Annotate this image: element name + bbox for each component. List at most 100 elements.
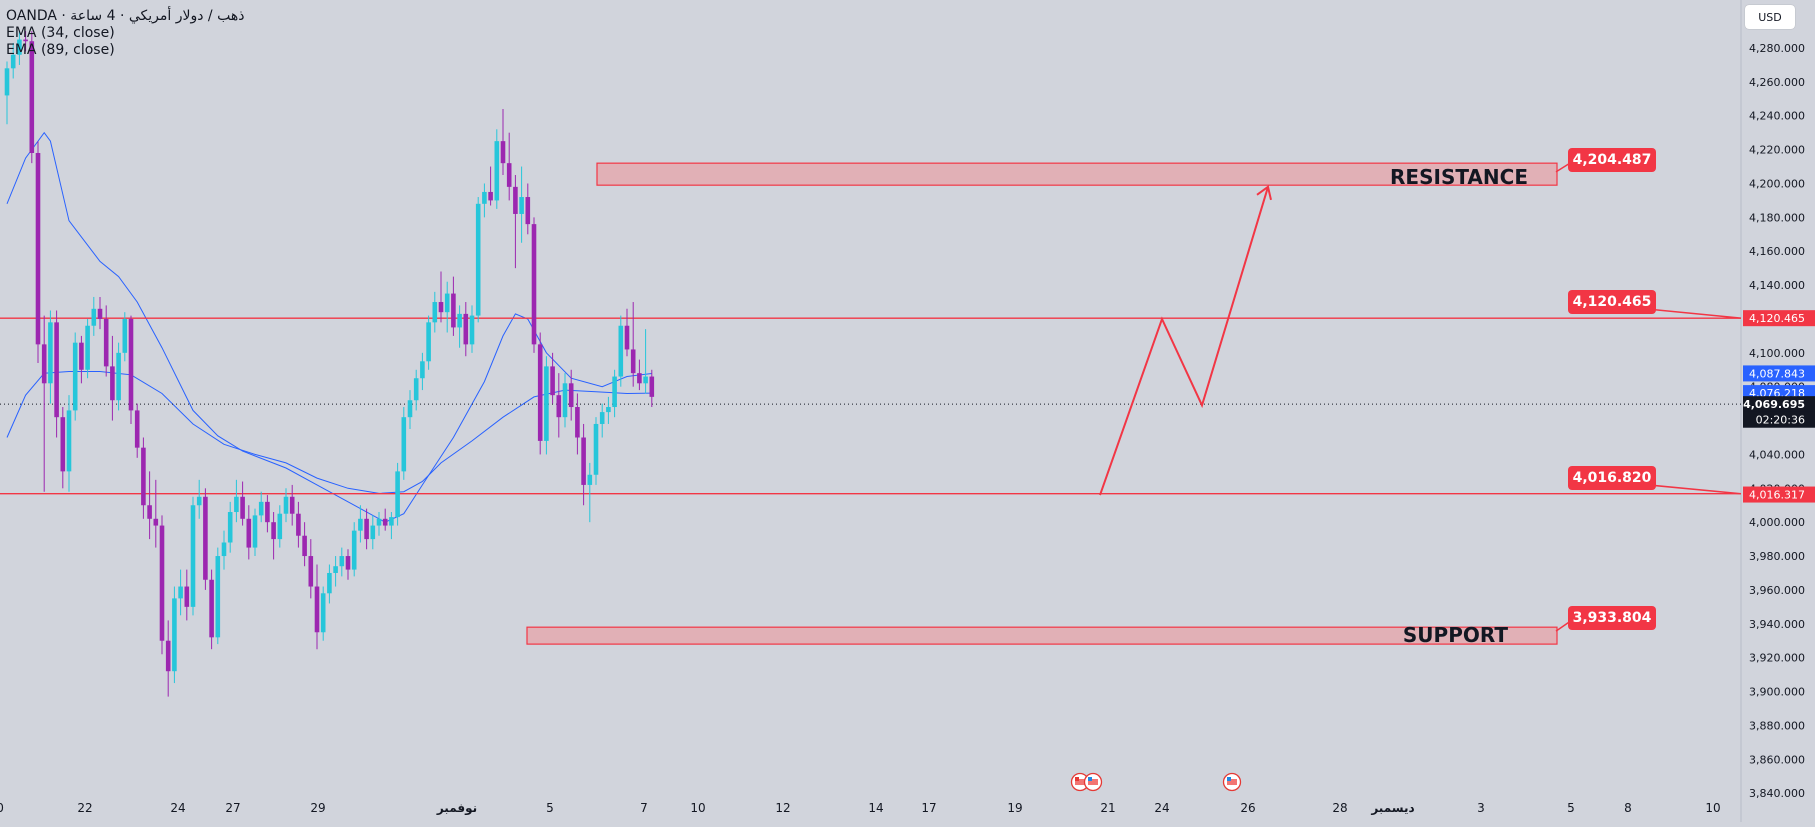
candle-body: [624, 325, 630, 350]
event-canton: [1227, 777, 1231, 781]
candle-body: [153, 518, 159, 526]
candle: [463, 302, 469, 357]
event-canton: [1075, 777, 1079, 781]
price-tick-label: 4,040.000: [1749, 448, 1805, 461]
currency-button[interactable]: USD: [1745, 5, 1795, 29]
candle-body: [568, 383, 574, 408]
support-zone: [526, 626, 1558, 645]
candle: [618, 315, 624, 387]
candle-body: [593, 423, 599, 475]
time-tick-label: 21: [1100, 801, 1115, 815]
ema-34-label[interactable]: EMA (34, close): [6, 25, 115, 41]
candle: [252, 508, 258, 557]
candle-body: [612, 376, 617, 408]
candle: [289, 484, 295, 526]
candle-body: [178, 586, 183, 599]
candle: [327, 564, 332, 604]
price-badge-bg: [1743, 486, 1815, 503]
candle-body: [413, 378, 419, 401]
candle-body: [475, 203, 481, 316]
candle-body: [17, 39, 22, 55]
candle-body: [302, 535, 307, 557]
candle-body: [103, 318, 109, 367]
candle: [23, 31, 28, 52]
candle: [134, 403, 140, 458]
price-axis-badge: 4,120.465: [1743, 310, 1815, 327]
candle: [339, 547, 345, 577]
price-axis-badge: 02:20:36: [1743, 411, 1815, 428]
candle-body: [283, 496, 289, 514]
candle-body: [10, 54, 16, 69]
time-tick-label: 26: [1240, 801, 1255, 815]
resistance-zone: [596, 162, 1558, 186]
candle: [116, 342, 121, 411]
candle-body: [128, 318, 134, 411]
candle-body: [215, 556, 221, 638]
candle: [432, 291, 438, 333]
price-badge-text: 4,069.695: [1743, 398, 1805, 411]
candle: [165, 620, 171, 697]
candle-body: [4, 68, 10, 96]
candle-body: [401, 417, 407, 472]
candle: [488, 166, 493, 206]
price-tick-label: 4,200.000: [1749, 177, 1805, 190]
candle-body: [110, 366, 115, 401]
candle: [420, 352, 425, 391]
price-badge-bg: [1743, 411, 1815, 428]
price-badge-text: 4,120.465: [1749, 312, 1805, 325]
candle: [265, 495, 270, 533]
candle: [444, 281, 450, 333]
time-axis: 0 22 24 27 29 نوفمبر 5 7 10 12 14 17 19 21 24 26 28 ديسمب…: [0, 801, 1721, 816]
ema-89-label[interactable]: EMA (89, close): [6, 42, 115, 58]
candle-body: [134, 410, 140, 448]
candle-body: [184, 586, 190, 607]
candle-body: [271, 522, 276, 540]
level-callout: 4,204.487: [1555, 148, 1656, 173]
candle: [110, 335, 115, 421]
candle-body: [537, 344, 543, 441]
candle-body: [618, 325, 624, 377]
candle: [184, 569, 190, 621]
candle-body: [420, 361, 425, 379]
candle: [575, 393, 580, 455]
time-tick-label: 10: [690, 801, 705, 815]
price-axis-badge: 4,069.695: [1743, 396, 1815, 413]
callout-text: 3,933.804: [1573, 610, 1652, 626]
level-callout: 4,016.820: [1568, 466, 1742, 495]
candle: [147, 471, 152, 540]
candle-body: [500, 141, 506, 164]
candle: [85, 318, 90, 379]
candle-body: [581, 437, 586, 485]
candle: [376, 512, 382, 536]
candle-body: [116, 352, 121, 401]
candle-body: [221, 542, 227, 557]
candle: [364, 508, 369, 550]
candle-body: [54, 322, 59, 418]
candle: [537, 332, 543, 455]
candle-body: [630, 349, 636, 374]
symbol-title[interactable]: OANDA · ذهب / دولار أمريكي · 4 ساعة: [6, 8, 245, 24]
candle: [382, 508, 388, 531]
price-tick-label: 4,160.000: [1749, 245, 1805, 258]
candle-body: [506, 163, 512, 187]
candle: [407, 390, 413, 430]
ema-34-line: [6, 131, 652, 523]
levels-layer: [0, 317, 1741, 495]
candle: [277, 505, 283, 548]
candle-body: [345, 556, 351, 570]
candle: [66, 395, 72, 492]
price-tick-label: 3,840.000: [1749, 787, 1805, 800]
candle-body: [240, 496, 245, 519]
candle: [97, 296, 103, 330]
candle: [562, 373, 568, 428]
candle-body: [463, 313, 469, 345]
candle: [556, 373, 562, 438]
candle-body: [395, 471, 400, 518]
candle: [475, 197, 481, 323]
time-tick-label: 29: [310, 801, 325, 815]
candle-body: [339, 556, 345, 567]
candle: [395, 462, 400, 526]
candle: [612, 369, 617, 418]
candle: [178, 569, 183, 616]
